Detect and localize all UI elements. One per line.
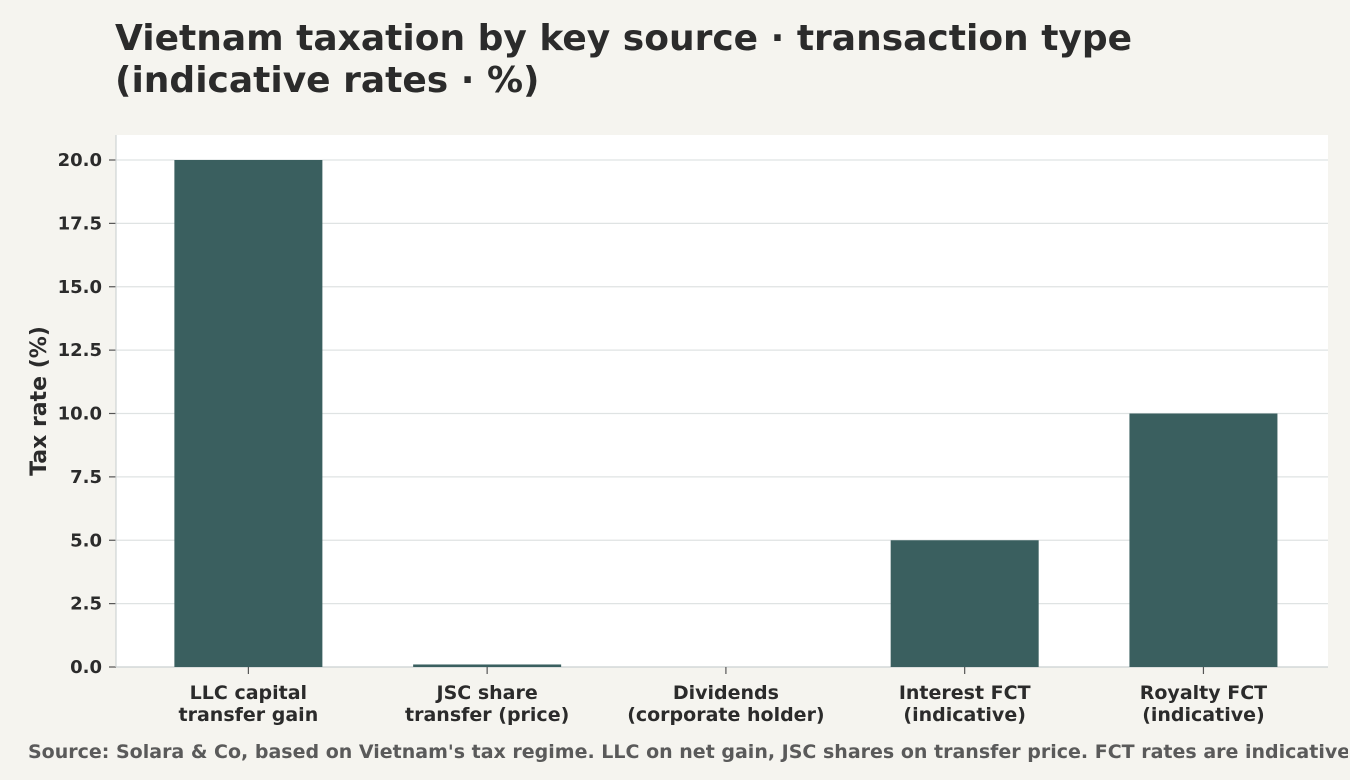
x-tick-label: Royalty FCT: [1140, 682, 1267, 704]
x-tick-label: (indicative): [1142, 704, 1264, 726]
y-tick-label: 7.5: [70, 467, 102, 488]
bar: [1129, 413, 1278, 667]
y-tick-label: 17.5: [58, 213, 102, 234]
x-tick-label: transfer (price): [405, 704, 569, 726]
bar: [174, 160, 323, 667]
x-tick-label: LLC capital: [190, 682, 307, 704]
x-tick-label: (corporate holder): [627, 704, 824, 726]
x-tick-label: JSC share: [435, 682, 538, 704]
y-tick-label: 12.5: [58, 340, 102, 361]
y-tick-label: 2.5: [70, 594, 102, 615]
x-tick-label: Dividends: [673, 682, 779, 704]
bar: [890, 540, 1039, 667]
y-tick-label: 15.0: [58, 277, 102, 298]
chart-title: Vietnam taxation by key source · transac…: [115, 18, 1133, 101]
bar: [413, 664, 562, 667]
x-tick-label: Interest FCT: [899, 682, 1031, 704]
y-tick-label: 10.0: [58, 404, 102, 425]
y-tick-label: 5.0: [70, 530, 102, 551]
x-tick-label: transfer gain: [179, 704, 319, 726]
y-axis-title: Tax rate (%): [27, 326, 52, 476]
plot-area: 0.0 2.5 5.0 7.5 10.0 12.5 15.0 17.5 20.0 LLC capi…: [27, 135, 1328, 726]
source-note: Source: Solara & Co, based on Vietnam's …: [28, 741, 1348, 763]
y-tick-label: 0.0: [70, 657, 102, 678]
y-tick-label: 20.0: [58, 150, 102, 171]
x-tick-label: (indicative): [903, 704, 1025, 726]
